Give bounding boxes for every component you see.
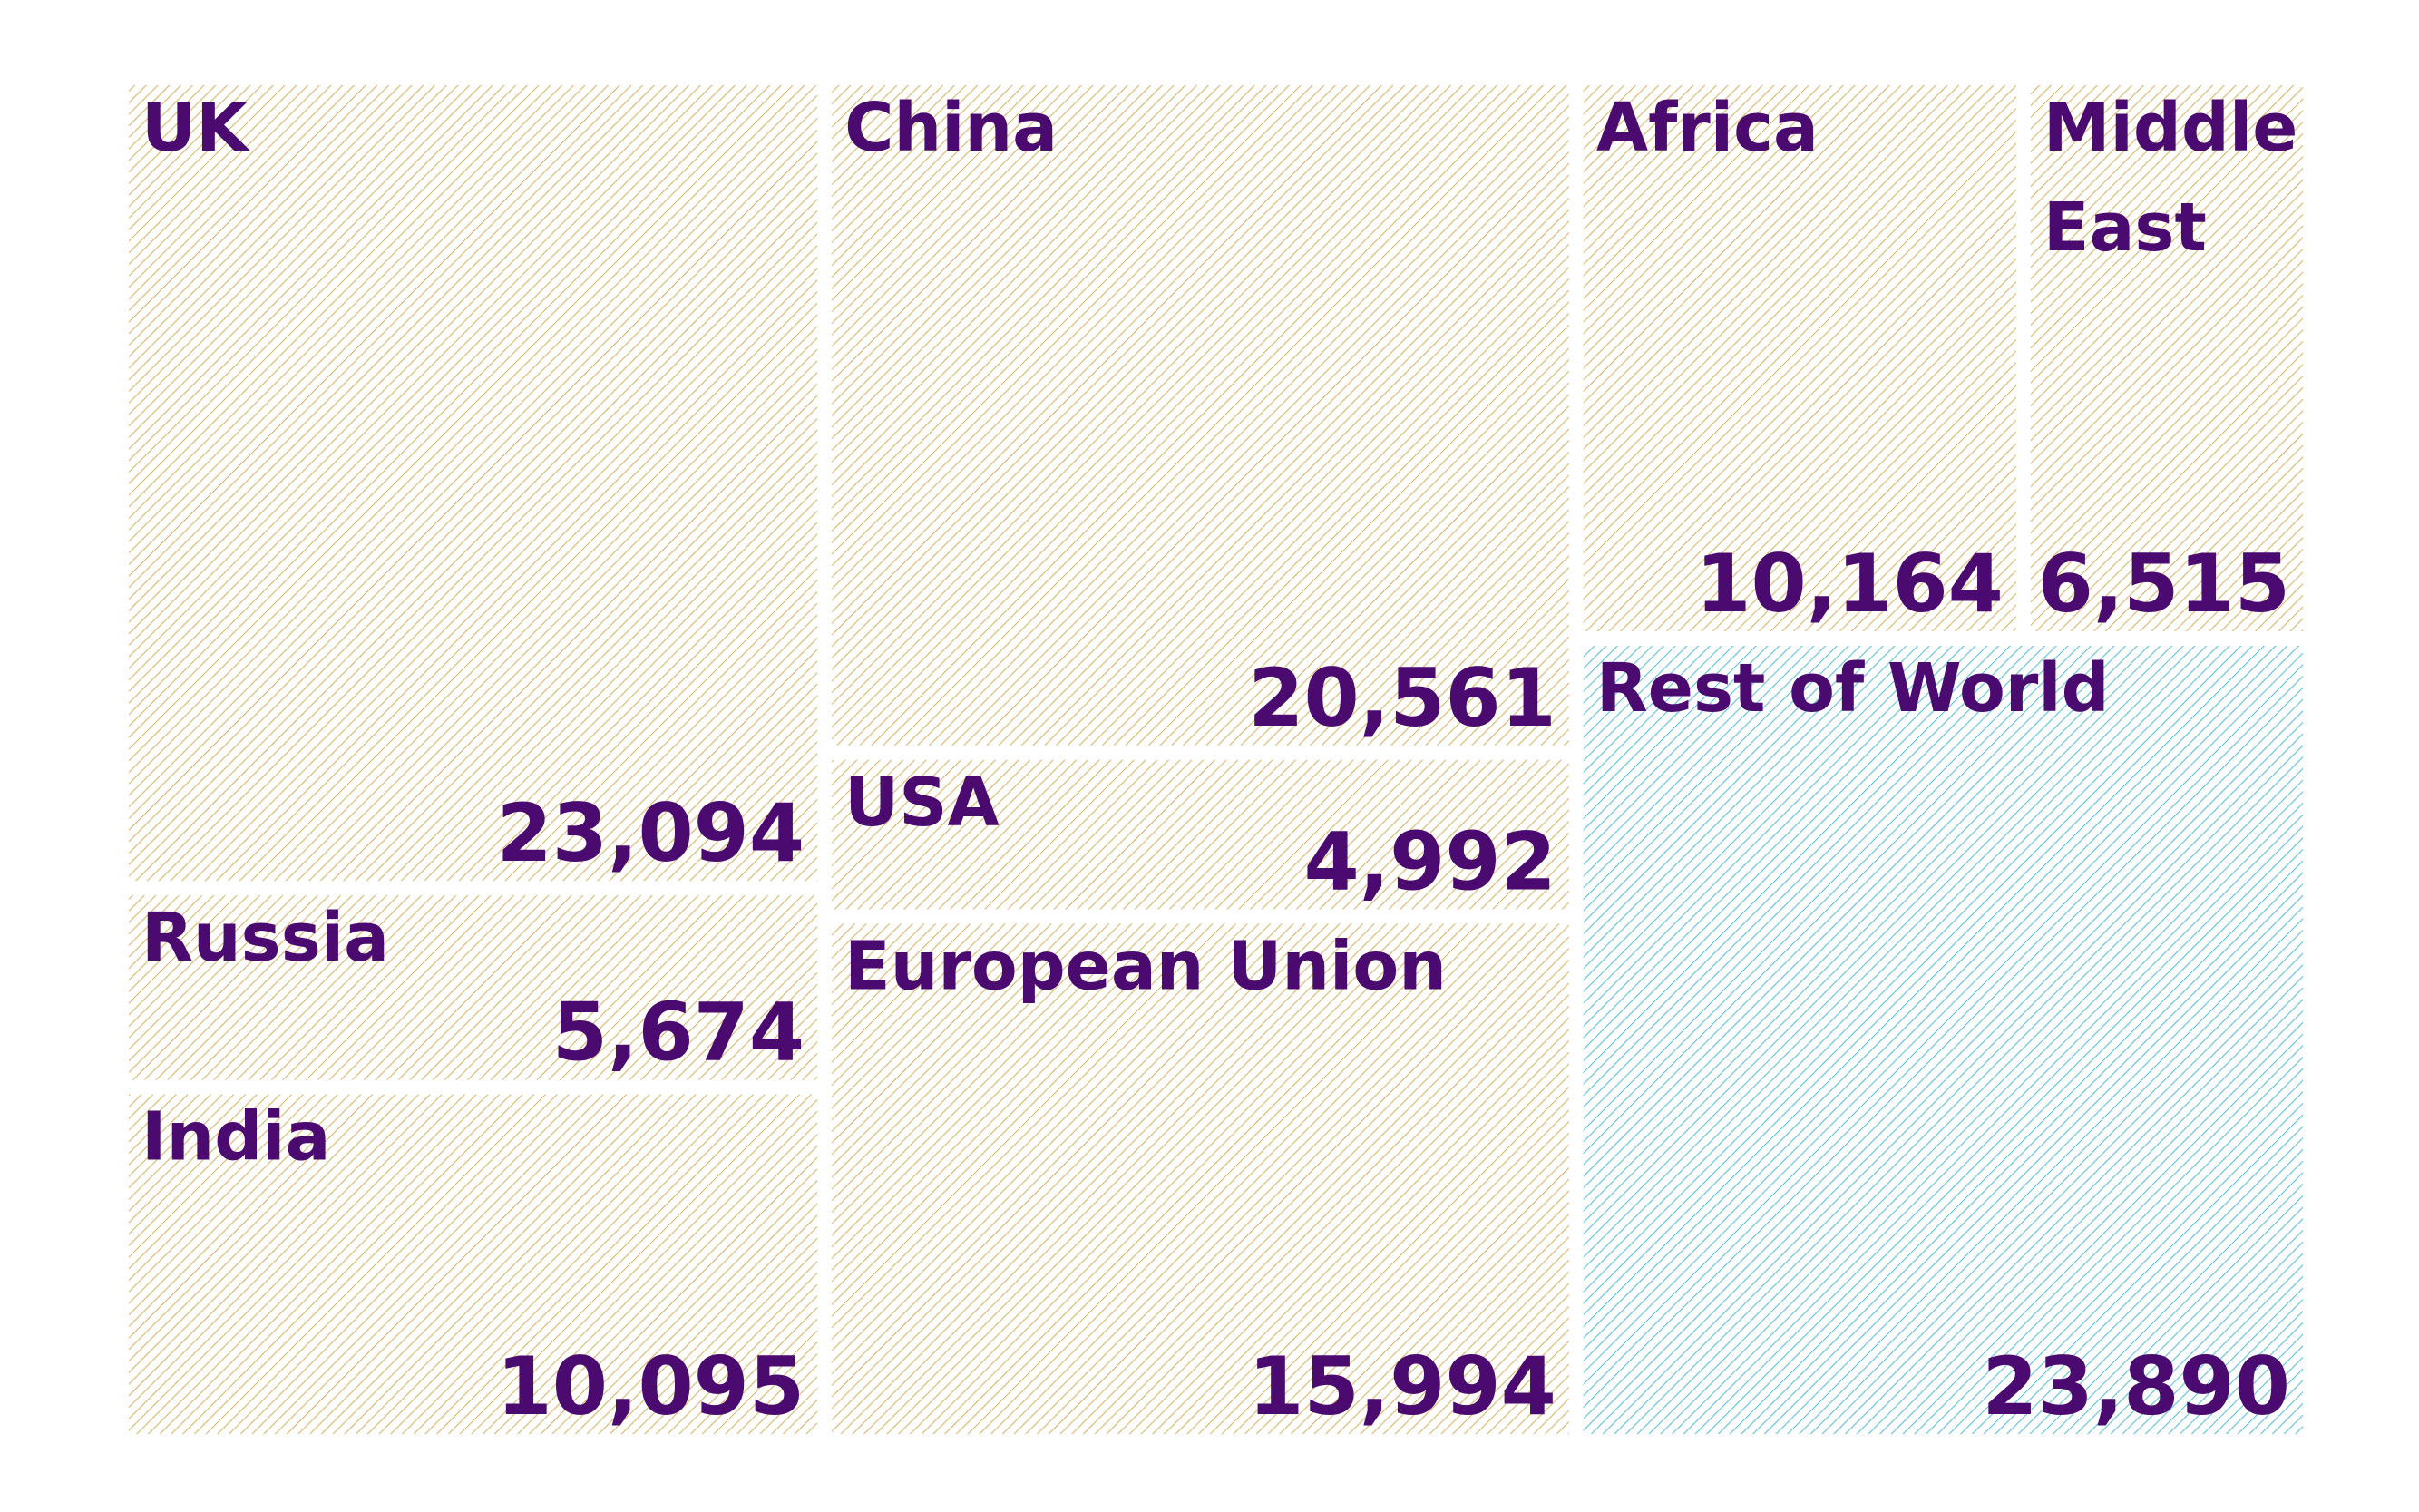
tile <box>129 85 818 882</box>
tile-value: 5,674 <box>552 986 805 1079</box>
tile-value: 4,992 <box>1303 815 1556 908</box>
tile <box>832 85 1569 746</box>
tile-value: 10,164 <box>1695 537 2004 630</box>
tile-value: 23,890 <box>1982 1340 2290 1433</box>
tile-label: USA <box>844 764 1000 842</box>
tile-value: 20,561 <box>1248 651 1556 745</box>
tile-label: Rest of World <box>1596 649 2110 727</box>
tile <box>129 895 818 1080</box>
tile-value: 6,515 <box>2038 537 2290 630</box>
tile <box>832 923 1569 1434</box>
tile-label: Africa <box>1596 89 1819 167</box>
tile <box>1583 645 2303 1434</box>
tile-value: 10,095 <box>497 1340 805 1433</box>
tile <box>2030 85 2303 631</box>
tile-value: 23,094 <box>497 786 805 880</box>
tile-value: 15,994 <box>1248 1340 1556 1433</box>
tile <box>832 759 1569 910</box>
tile-label: India <box>141 1098 331 1176</box>
tile <box>129 1094 818 1434</box>
tile <box>1583 85 2016 631</box>
tile-label: UK <box>141 89 250 167</box>
tile-label: China <box>844 89 1058 167</box>
tile-label: Middle East <box>2043 89 2298 267</box>
tile-label: European Union <box>844 927 1447 1005</box>
tile-label: Russia <box>141 899 389 977</box>
